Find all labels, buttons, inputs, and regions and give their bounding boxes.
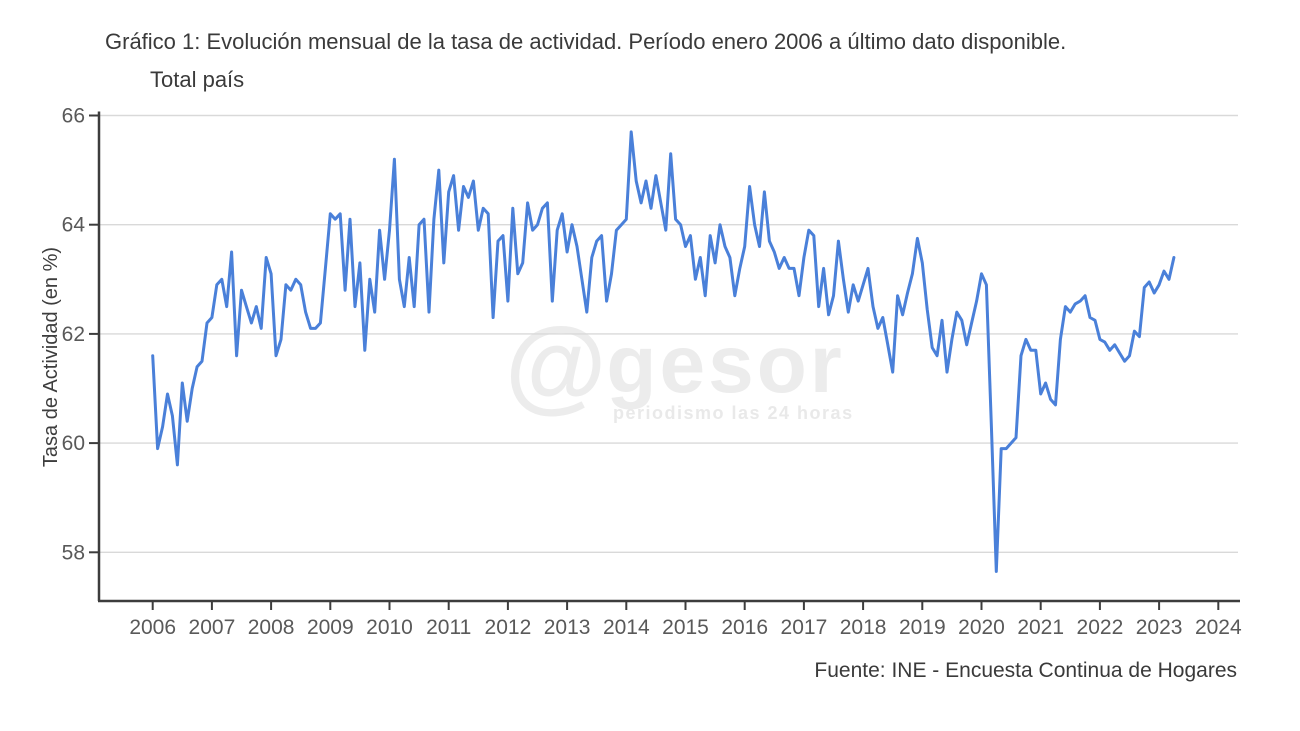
chart-title: Gráfico 1: Evolución mensual de la tasa …: [105, 28, 1066, 93]
y-tick-label: 60: [62, 432, 85, 455]
y-tick-label: 64: [62, 214, 86, 237]
chart-title-line1: Gráfico 1: Evolución mensual de la tasa …: [105, 29, 1067, 54]
x-tick-label: 2023: [1136, 616, 1183, 639]
x-tick-label: 2009: [307, 616, 354, 639]
x-tick-label: 2019: [899, 616, 946, 639]
x-tick-label: 2021: [1017, 616, 1064, 639]
x-tick-label: 2024: [1195, 616, 1242, 639]
activity-rate-line: [151, 130, 1176, 573]
x-tick-label: 2014: [603, 616, 650, 639]
y-tick-label: 66: [62, 105, 85, 128]
x-tick-label: 2007: [189, 616, 236, 639]
y-axis-title: Tasa de Actividad (en %): [40, 247, 62, 467]
x-tick-label: 2020: [958, 616, 1005, 639]
x-tick-label: 2016: [721, 616, 768, 639]
x-tick-label: 2017: [781, 616, 828, 639]
x-tick-label: 2006: [129, 616, 176, 639]
x-tick-label: 2010: [366, 616, 413, 639]
source-note: Fuente: INE - Encuesta Continua de Hogar…: [814, 659, 1237, 682]
chart-title-line2: Total país: [150, 67, 245, 92]
x-tick-label: 2012: [485, 616, 532, 639]
x-tick-label: 2022: [1077, 616, 1124, 639]
y-tick-label: 62: [62, 323, 85, 346]
x-tick-label: 2018: [840, 616, 887, 639]
x-tick-label: 2015: [662, 616, 709, 639]
y-tick-label: 58: [62, 541, 85, 564]
x-tick-label: 2008: [248, 616, 295, 639]
x-tick-label: 2013: [544, 616, 591, 639]
x-tick-label: 2011: [426, 616, 471, 639]
